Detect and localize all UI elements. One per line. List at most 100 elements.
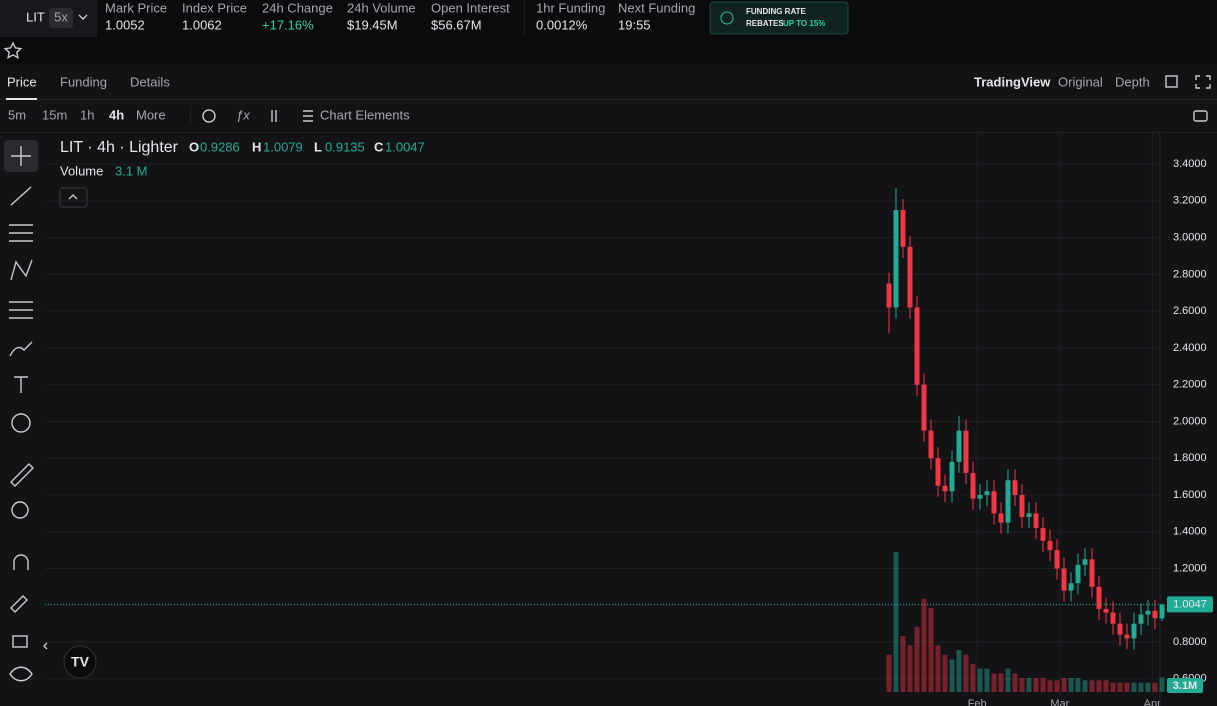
y-tick-label: 2.4000: [1173, 342, 1207, 354]
tab[interactable]: Price: [7, 74, 37, 89]
chart-elements[interactable]: Chart Elements: [320, 107, 410, 122]
divider: [524, 2, 525, 35]
volume-bar: [1026, 678, 1032, 692]
y-tick-label: 3.4000: [1173, 158, 1207, 170]
x-tick-label: Apr: [1144, 698, 1161, 706]
interval[interactable]: 4h: [109, 107, 124, 122]
interval[interactable]: 1h: [80, 107, 94, 122]
volume-bar: [1131, 682, 1137, 692]
volume-bar: [1061, 678, 1067, 692]
divider: [190, 106, 191, 124]
candle-body: [935, 458, 941, 486]
collapse-arrow[interactable]: [43, 642, 48, 650]
candle-body: [1089, 559, 1095, 587]
candle-body: [1026, 513, 1032, 518]
candle-body: [1040, 528, 1046, 541]
view-tab[interactable]: TradingView: [974, 74, 1051, 89]
line-tool[interactable]: [10, 186, 32, 206]
magnet-tool[interactable]: [13, 554, 29, 570]
volume-bar: [1082, 680, 1088, 692]
candle-body: [1145, 610, 1151, 615]
volume-bar: [949, 659, 955, 692]
interval[interactable]: 15m: [42, 107, 67, 122]
tv-logo[interactable]: [63, 645, 97, 679]
symbol-box[interactable]: [0, 0, 97, 37]
divider: [0, 99, 1217, 100]
ruler-tool[interactable]: [10, 463, 34, 487]
candle-body: [928, 430, 934, 459]
volume-bar: [942, 654, 948, 692]
y-tick-label: 3.0000: [1173, 232, 1207, 244]
candle-body: [1061, 568, 1067, 591]
chart-title: LIT · 4h · Lighter: [60, 139, 179, 156]
candle-body: [1103, 608, 1109, 613]
stat-value: +17.16%: [262, 17, 314, 32]
candle-body: [1005, 480, 1011, 523]
volume-bar: [921, 598, 927, 692]
elements-icon: [303, 110, 313, 122]
candle-icon[interactable]: [271, 110, 277, 122]
volume-bar: [1005, 668, 1011, 692]
candle-body: [1110, 612, 1116, 624]
y-tick-label: 2.8000: [1173, 268, 1207, 280]
volume-bar: [956, 650, 962, 692]
volume-axis-label: 3.1M: [1173, 680, 1197, 692]
pattern-tool[interactable]: [10, 259, 33, 281]
x-tick-label: Feb: [968, 698, 987, 706]
layout-icon[interactable]: [1165, 75, 1178, 88]
interval[interactable]: More: [136, 107, 166, 122]
crosshair-tool[interactable]: [11, 146, 31, 166]
volume-value: 3.1 M: [115, 163, 148, 178]
star[interactable]: [3, 41, 23, 59]
last-price-label: 1.0047: [1173, 598, 1207, 610]
stat-label: Next Funding: [618, 0, 695, 15]
tab[interactable]: Funding: [60, 74, 107, 89]
brush-tool[interactable]: [9, 341, 33, 357]
emoji-tool[interactable]: [11, 413, 31, 433]
promo-highlight: UP TO 15%: [783, 19, 825, 28]
camera-icon[interactable]: [1193, 110, 1208, 122]
leverage-box[interactable]: [49, 8, 73, 28]
candle-body: [921, 384, 927, 431]
candle-body: [1117, 623, 1123, 635]
tab[interactable]: Details: [130, 74, 170, 89]
candle-body: [1033, 513, 1039, 529]
volume-bar: [1089, 680, 1095, 692]
volume-bar: [991, 673, 997, 692]
symbol: LIT: [26, 9, 45, 24]
volume-bar: [1019, 678, 1025, 692]
view-tab[interactable]: Original: [1058, 74, 1103, 89]
ohlc-key: H: [252, 139, 261, 154]
view-tab[interactable]: Depth: [1115, 74, 1150, 89]
y-tick-label: 1.2000: [1173, 562, 1207, 574]
zoom-tool[interactable]: [11, 501, 29, 519]
stat-label: 1hr Funding: [536, 0, 605, 15]
text-tool[interactable]: [14, 376, 28, 393]
fib-tool[interactable]: [9, 224, 33, 242]
y-tick-label: 2.0000: [1173, 415, 1207, 427]
interval[interactable]: 5m: [8, 107, 26, 122]
lock-tool[interactable]: [12, 635, 28, 648]
volume-bar: [900, 636, 906, 692]
ohlc-value: 1.0047: [385, 139, 425, 154]
stat-label: Mark Price: [105, 0, 167, 15]
lock-draw-tool[interactable]: [10, 595, 28, 613]
volume-bar: [928, 608, 934, 692]
volume-bar: [970, 664, 976, 692]
indicator-icon[interactable]: [202, 109, 216, 123]
last-price-box: [1167, 596, 1213, 613]
eye-tool[interactable]: [9, 666, 33, 682]
fullscreen-icon[interactable]: [1195, 75, 1211, 89]
fx-icon[interactable]: ƒx: [236, 107, 250, 122]
promo[interactable]: [709, 1, 849, 35]
ohlc-key: L: [314, 139, 322, 154]
candle-body: [1054, 550, 1060, 569]
collapse-legend[interactable]: [59, 187, 88, 208]
fav-bar: [0, 37, 1217, 64]
candle-body: [956, 430, 962, 462]
candle-body: [1047, 540, 1053, 551]
stat-value: $56.67M: [431, 17, 482, 32]
projection-tool[interactable]: [9, 301, 33, 319]
